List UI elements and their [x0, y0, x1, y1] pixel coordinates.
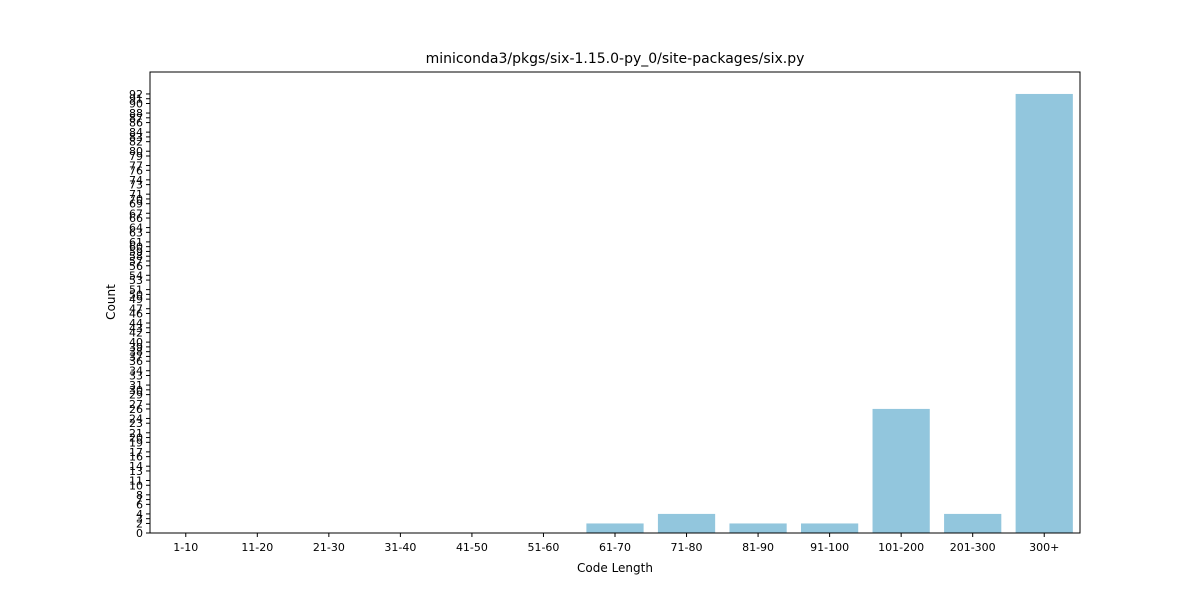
y-tick-label: 10 [129, 479, 143, 492]
y-tick-label: 3 [136, 513, 143, 526]
y-tick-label: 74 [129, 174, 143, 187]
y-tick-label: 8 [136, 489, 143, 502]
y-tick-label: 29 [129, 389, 143, 402]
x-tick-label: 300+ [1029, 541, 1059, 554]
x-tick-label: 61-70 [599, 541, 631, 554]
y-tick-label: 0 [136, 527, 143, 540]
y-tick-label: 11 [129, 475, 143, 488]
y-axis-label: Count [104, 284, 118, 320]
y-tick-label: 63 [129, 226, 143, 239]
y-tick-label: 91 [129, 93, 143, 106]
y-tick-label: 17 [129, 446, 143, 459]
y-tick-label: 86 [129, 117, 143, 130]
y-tick-label: 60 [129, 241, 143, 254]
y-tick-label: 14 [129, 460, 143, 473]
y-tick-label: 19 [129, 436, 143, 449]
y-tick-label: 4 [136, 508, 143, 521]
y-tick-label: 61 [129, 236, 143, 249]
x-tick-label: 11-20 [241, 541, 273, 554]
y-tick-label: 80 [129, 145, 143, 158]
x-tick-label: 91-100 [810, 541, 849, 554]
y-tick-label: 21 [129, 427, 143, 440]
y-tick-label: 31 [129, 379, 143, 392]
y-tick-label: 50 [129, 288, 143, 301]
y-tick-label: 77 [129, 160, 143, 173]
y-tick-label: 51 [129, 284, 143, 297]
y-tick-label: 54 [129, 269, 143, 282]
bar-300+ [1015, 93, 1073, 533]
y-tick-label: 58 [129, 250, 143, 263]
y-tick-label: 46 [129, 307, 143, 320]
y-tick-label: 67 [129, 207, 143, 220]
y-tick-label: 88 [129, 107, 143, 120]
y-tick-label: 69 [129, 198, 143, 211]
bars-group [586, 93, 1073, 533]
y-tick-label: 53 [129, 274, 143, 287]
y-tick-label: 49 [129, 293, 143, 306]
x-axis-label: Code Length [577, 561, 653, 575]
y-tick-label: 59 [129, 245, 143, 258]
y-tick-label: 36 [129, 355, 143, 368]
y-tick-label: 79 [129, 150, 143, 163]
y-tick-label: 66 [129, 212, 143, 225]
y-tick-label: 43 [129, 322, 143, 335]
y-tick-label: 44 [129, 317, 143, 330]
x-tick-label: 71-80 [671, 541, 703, 554]
x-tick-label: 41-50 [456, 541, 488, 554]
bar-71-80 [657, 513, 716, 533]
y-tick-label: 71 [129, 188, 143, 201]
y-tick-label: 34 [129, 365, 143, 378]
y-tick-label: 16 [129, 451, 143, 464]
bar-61-70 [586, 523, 644, 533]
y-tick-label: 7 [136, 494, 143, 507]
bar-201-300 [944, 513, 1002, 533]
y-tick-label: 42 [129, 327, 143, 340]
y-tick-label: 64 [129, 222, 143, 235]
x-tick-label: 31-40 [384, 541, 416, 554]
y-tick-label: 56 [129, 260, 143, 273]
y-tick-label: 92 [129, 88, 143, 101]
y-tick-label: 83 [129, 131, 143, 144]
y-tick-label: 33 [129, 370, 143, 383]
y-tick-label: 87 [129, 112, 143, 125]
y-tick-label: 30 [129, 384, 143, 397]
bar-91-100 [801, 523, 859, 533]
y-tick-label: 13 [129, 465, 143, 478]
x-tick-label: 51-60 [527, 541, 559, 554]
bar-101-200 [872, 408, 930, 533]
y-tick-label: 76 [129, 164, 143, 177]
y-tick-label: 84 [129, 126, 143, 139]
y-tick-label: 2 [136, 517, 143, 530]
y-tick-label: 37 [129, 350, 143, 363]
plot-frame [149, 71, 1081, 534]
y-tick-label: 23 [129, 417, 143, 430]
x-tick-label: 21-30 [313, 541, 345, 554]
y-tick-label: 40 [129, 336, 143, 349]
x-axis-ticks: 1-10 11-20 21-30 31-40 41-50 51-60 61-70 71-80 8… [173, 533, 1059, 554]
x-tick-label: 1-10 [173, 541, 198, 554]
y-tick-label: 24 [129, 412, 143, 425]
x-tick-label: 81-90 [742, 541, 774, 554]
y-tick-label: 82 [129, 136, 143, 149]
y-tick-label: 70 [129, 193, 143, 206]
y-tick-label: 20 [129, 432, 143, 445]
bar-81-90 [729, 523, 787, 533]
x-tick-label: 101-200 [878, 541, 924, 554]
y-tick-label: 27 [129, 398, 143, 411]
y-tick-label: 57 [129, 255, 143, 268]
y-tick-label: 26 [129, 403, 143, 416]
y-tick-label: 39 [129, 341, 143, 354]
y-tick-label: 6 [136, 498, 143, 511]
y-tick-label: 90 [129, 97, 143, 110]
y-tick-label: 47 [129, 303, 143, 316]
y-axis-ticks: 0234678101113141617192021232426272930313… [129, 88, 150, 540]
y-tick-label: 73 [129, 179, 143, 192]
chart-title: miniconda3/pkgs/six-1.15.0-py_0/site-pac… [426, 51, 805, 67]
y-tick-label: 38 [129, 346, 143, 359]
x-tick-label: 201-300 [950, 541, 996, 554]
